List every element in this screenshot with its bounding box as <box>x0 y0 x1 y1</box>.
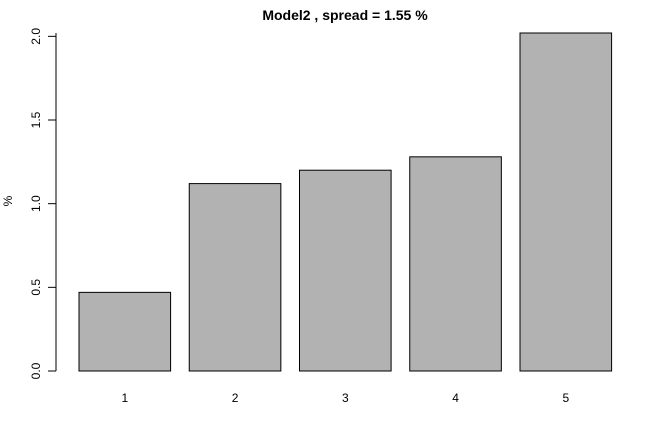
x-tick-label: 3 <box>342 391 349 405</box>
y-tick-label: 2.0 <box>29 28 43 45</box>
bar-3 <box>299 169 392 372</box>
y-tick-label: 0.0 <box>29 362 43 379</box>
bars-group <box>78 32 613 372</box>
y-tick-label: 1.5 <box>29 111 43 128</box>
chart-title: Model2 , spread = 1.55 % <box>262 7 428 23</box>
x-tick-label: 5 <box>562 391 569 405</box>
y-tick-label: 0.5 <box>29 279 43 296</box>
x-tick-label: 1 <box>121 391 128 405</box>
bar-2 <box>188 183 282 372</box>
x-ticks-group: 1 2 3 4 5 <box>121 391 569 405</box>
bar-1 <box>78 291 172 372</box>
y-tick-label: 1.0 <box>29 195 43 212</box>
bar-4 <box>409 156 502 372</box>
bar-5 <box>519 32 613 372</box>
x-tick-label: 4 <box>452 391 459 405</box>
x-tick-label: 2 <box>232 391 239 405</box>
y-ticks-group: 0.0 0.5 1.0 1.5 2.0 <box>29 28 56 379</box>
y-axis-label: % <box>1 195 15 206</box>
